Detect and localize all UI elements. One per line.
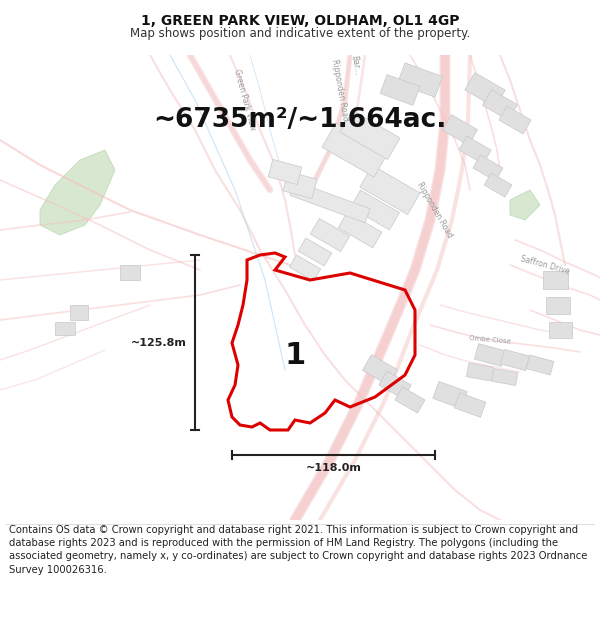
Polygon shape [362,355,397,385]
Text: Ombe Close: Ombe Close [469,335,511,345]
Polygon shape [55,322,75,335]
Polygon shape [120,265,140,280]
Polygon shape [322,123,388,177]
Text: Map shows position and indicative extent of the property.: Map shows position and indicative extent… [130,27,470,40]
Polygon shape [298,238,332,266]
Text: Green Park View: Green Park View [233,69,257,131]
Polygon shape [510,190,540,220]
Polygon shape [473,155,503,181]
Polygon shape [526,355,554,375]
Polygon shape [268,159,302,184]
Polygon shape [482,90,517,120]
Text: 1, GREEN PARK VIEW, OLDHAM, OL1 4GP: 1, GREEN PARK VIEW, OLDHAM, OL1 4GP [141,14,459,28]
Polygon shape [443,115,478,145]
Polygon shape [283,171,317,199]
Polygon shape [395,387,425,413]
Polygon shape [548,322,571,338]
Polygon shape [290,181,370,222]
Polygon shape [546,296,570,314]
Text: ~118.0m: ~118.0m [305,463,361,473]
Polygon shape [380,74,420,106]
Polygon shape [500,349,529,371]
Polygon shape [492,369,518,386]
Polygon shape [459,136,491,164]
Polygon shape [466,363,494,381]
Polygon shape [475,344,506,366]
Polygon shape [465,72,505,107]
Polygon shape [338,213,382,248]
Polygon shape [499,106,531,134]
Polygon shape [340,111,400,159]
Polygon shape [484,173,512,197]
Polygon shape [289,255,320,281]
Polygon shape [542,271,568,289]
Polygon shape [40,150,115,235]
Text: ~6735m²/~1.664ac.: ~6735m²/~1.664ac. [154,107,446,133]
Text: Contains OS data © Crown copyright and database right 2021. This information is : Contains OS data © Crown copyright and d… [9,525,587,574]
Text: Ripponden Road: Ripponden Road [415,181,455,239]
Text: ~125.8m: ~125.8m [131,338,187,348]
Text: Saffron Drive: Saffron Drive [520,254,571,276]
Polygon shape [310,219,350,251]
Polygon shape [350,190,400,230]
Text: Ripponden Road: Ripponden Road [330,58,350,122]
Text: 1: 1 [284,341,305,369]
Polygon shape [454,392,486,418]
Polygon shape [433,381,467,409]
Polygon shape [360,166,420,214]
Polygon shape [70,305,88,320]
Text: Bar...: Bar... [349,54,361,76]
Polygon shape [397,63,443,97]
Polygon shape [379,371,411,399]
